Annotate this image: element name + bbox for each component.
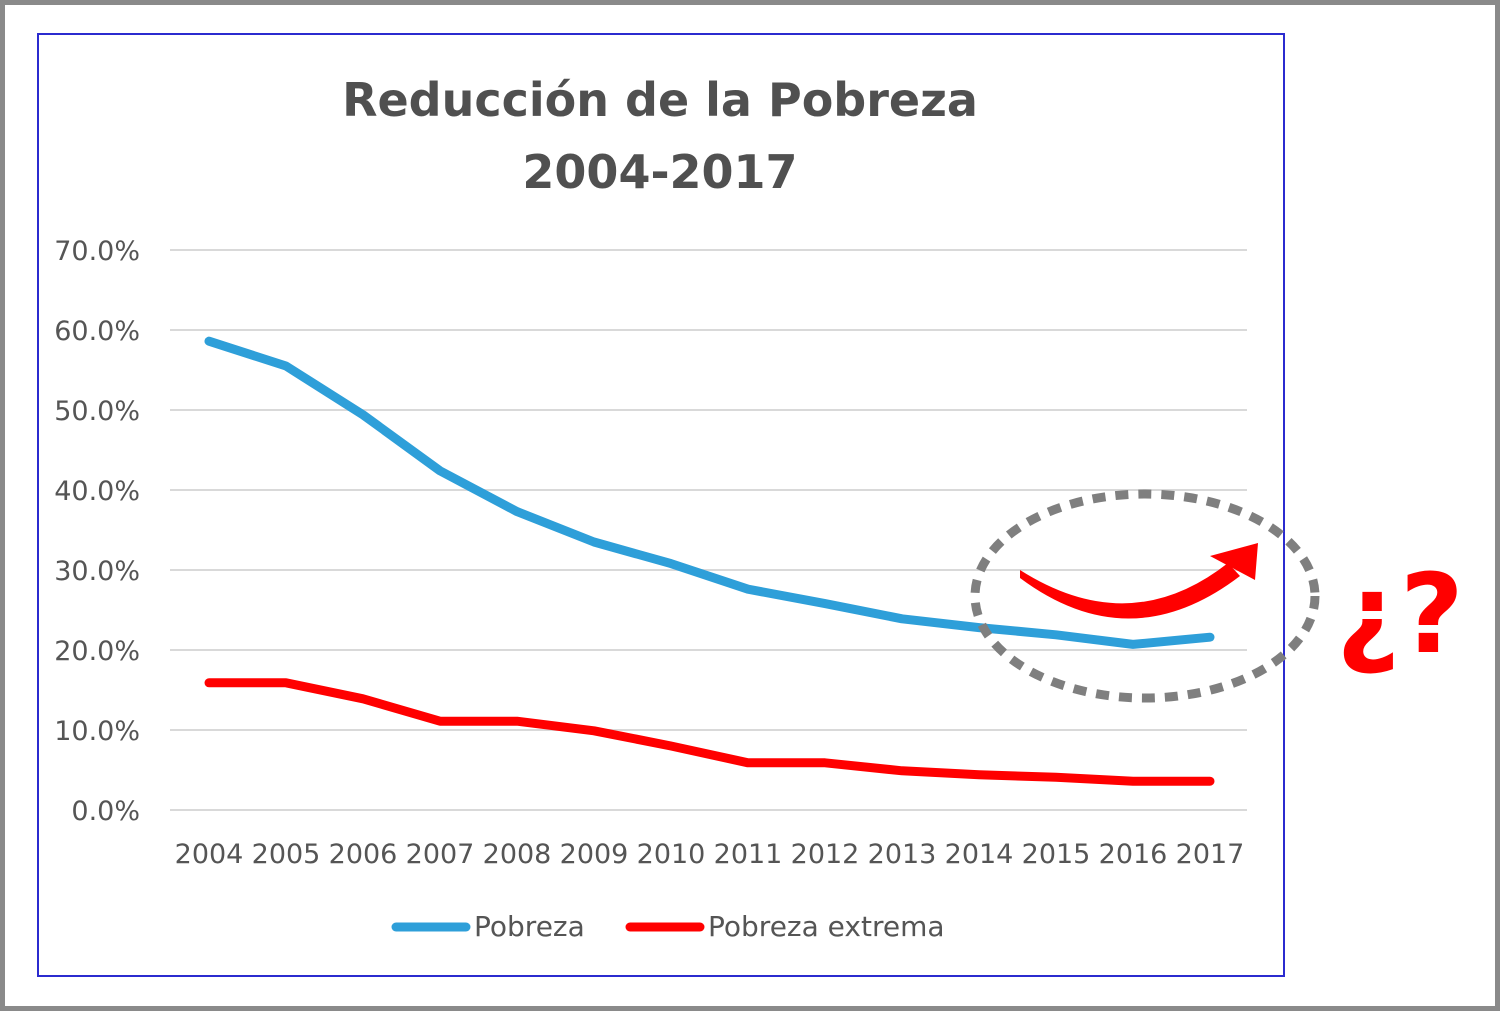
- series-lines: [204, 336, 1215, 786]
- chart-title-line-1: Reducción de la Pobreza: [342, 73, 978, 127]
- legend-label-pobreza: Pobreza: [474, 910, 585, 943]
- y-tick-label: 10.0%: [54, 716, 140, 747]
- chart-title-line-2: 2004-2017: [522, 145, 797, 199]
- x-tick-label: 2010: [637, 839, 706, 870]
- y-tick-label: 0.0%: [71, 796, 140, 827]
- x-tick-label: 2009: [560, 839, 629, 870]
- arrow-body: [1020, 563, 1240, 619]
- legend: Pobreza Pobreza extrema: [391, 910, 945, 943]
- question-mark: ¿?: [1336, 550, 1464, 678]
- legend-label-pobreza-extrema: Pobreza extrema: [708, 910, 945, 943]
- gridlines: [170, 249, 1247, 811]
- x-tick-label: 2017: [1176, 839, 1245, 870]
- x-tick-label: 2006: [329, 839, 398, 870]
- x-tick-label: 2016: [1099, 839, 1168, 870]
- y-tick-label: 60.0%: [54, 316, 140, 347]
- x-tick-label: 2008: [483, 839, 552, 870]
- arrow-head: [1210, 543, 1258, 580]
- y-tick-label: 50.0%: [54, 396, 140, 427]
- y-tick-label: 20.0%: [54, 636, 140, 667]
- x-tick-label: 2015: [1022, 839, 1091, 870]
- x-tick-label: 2004: [175, 839, 244, 870]
- y-tick-label: 30.0%: [54, 556, 140, 587]
- y-tick-label: 40.0%: [54, 476, 140, 507]
- x-tick-label: 2005: [252, 839, 321, 870]
- x-tick-label: 2013: [868, 839, 937, 870]
- y-axis-ticks: 0.0% 10.0% 20.0% 30.0% 40.0% 50.0% 60.0% 70.0%: [54, 236, 140, 827]
- x-tick-label: 2012: [791, 839, 860, 870]
- x-tick-label: 2011: [714, 839, 783, 870]
- series-line-pobreza: [204, 336, 1215, 649]
- x-axis-ticks: 2004 2005 2006 2007 2008 2009 2010 2011 2012 2013…: [175, 839, 1245, 870]
- series-line-pobreza-extrema: [204, 678, 1215, 786]
- dashed-circle: [970, 489, 1320, 703]
- trend-annotation: ¿?: [970, 489, 1464, 703]
- x-tick-label: 2014: [945, 839, 1014, 870]
- y-tick-label: 70.0%: [54, 236, 140, 267]
- x-tick-label: 2007: [406, 839, 475, 870]
